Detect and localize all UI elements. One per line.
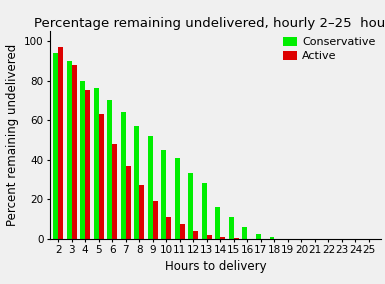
Bar <box>67 61 72 239</box>
Bar <box>166 217 171 239</box>
Bar <box>216 207 220 239</box>
Bar <box>243 227 247 239</box>
Bar <box>193 231 198 239</box>
Title: Percentage remaining undelivered, hourly 2–25  hours: Percentage remaining undelivered, hourly… <box>34 17 385 30</box>
Bar <box>99 114 104 239</box>
Bar <box>121 112 126 239</box>
Bar <box>175 158 180 239</box>
Bar <box>85 91 90 239</box>
Bar <box>229 217 234 239</box>
Bar <box>202 183 207 239</box>
Bar <box>153 201 157 239</box>
Legend: Conservative, Active: Conservative, Active <box>283 37 376 61</box>
Bar <box>139 185 144 239</box>
Bar <box>107 100 112 239</box>
Bar <box>161 150 166 239</box>
Bar <box>256 234 261 239</box>
Bar <box>180 224 185 239</box>
Bar <box>53 53 58 239</box>
Bar <box>58 47 63 239</box>
X-axis label: Hours to delivery: Hours to delivery <box>165 260 266 273</box>
Y-axis label: Percent remaining undelivered: Percent remaining undelivered <box>6 44 18 226</box>
Bar <box>126 166 131 239</box>
Bar <box>188 174 193 239</box>
Bar <box>270 237 275 239</box>
Bar <box>72 65 77 239</box>
Bar <box>234 238 239 239</box>
Bar <box>148 136 153 239</box>
Bar <box>207 235 212 239</box>
Bar <box>80 81 85 239</box>
Bar <box>112 144 117 239</box>
Bar <box>134 126 139 239</box>
Bar <box>220 237 225 239</box>
Bar <box>94 89 99 239</box>
